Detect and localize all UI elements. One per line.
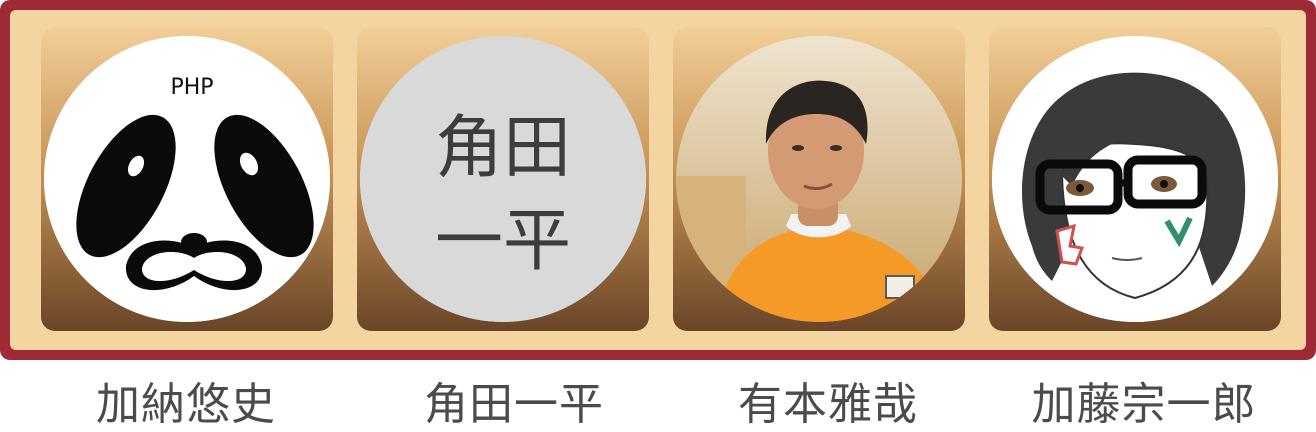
team-banner-inner: PHP 角田 一平 (10, 10, 1306, 350)
panda-avatar: PHP (44, 36, 330, 322)
member-card-4 (989, 27, 1281, 331)
php-logo-text: PHP (170, 75, 213, 100)
member-card-2: 角田 一平 (357, 27, 649, 331)
panda-face-icon: PHP (44, 36, 330, 322)
illustrated-avatar (992, 36, 1278, 322)
member-card-1: PHP (41, 27, 333, 331)
member-name-3: 有本雅哉 (738, 379, 918, 430)
avatar-text-line1: 角田 (435, 109, 571, 188)
avatar-text-line2: 一平 (435, 202, 571, 281)
photo-avatar (676, 36, 962, 322)
member-card-3 (673, 27, 965, 331)
text-placeholder-avatar: 角田 一平 (360, 36, 646, 322)
member-name-4: 加藤宗一郎 (1031, 379, 1257, 430)
team-banner: PHP 角田 一平 (0, 0, 1316, 360)
member-name-1: 加納悠史 (96, 379, 276, 430)
member-name-2: 角田一平 (424, 379, 604, 430)
